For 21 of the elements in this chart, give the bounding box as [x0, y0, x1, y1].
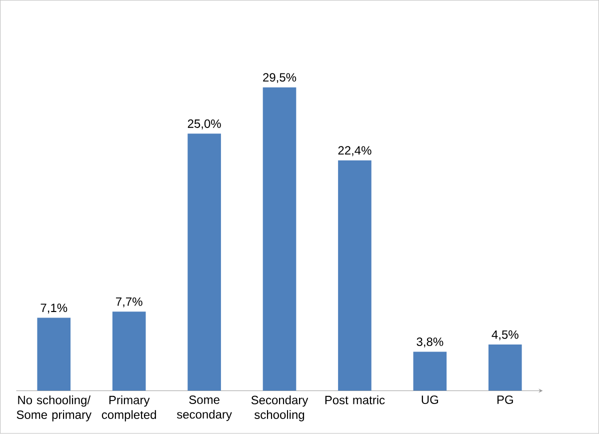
x-tick-label: UG — [422, 396, 438, 404]
x-tick-label: PG — [497, 396, 513, 404]
data-label: 29,5% — [263, 73, 296, 84]
bar — [413, 352, 447, 391]
data-label: 3,8% — [416, 338, 444, 348]
bar — [338, 160, 372, 391]
data-label: 25,0% — [188, 120, 221, 130]
x-tick-label: Primary completed — [102, 396, 156, 422]
bar — [37, 318, 71, 391]
bar — [262, 87, 296, 391]
bar — [488, 344, 522, 391]
data-label: 7,1% — [40, 304, 68, 314]
data-label: 4,5% — [492, 330, 518, 340]
data-label: 7,7% — [116, 298, 142, 308]
x-tick-label: No schooling/ Some primary — [16, 396, 92, 422]
bar — [188, 134, 221, 391]
x-tick-label: Post matric — [325, 396, 385, 404]
bar — [112, 312, 146, 391]
x-tick-label: Some secondary — [176, 396, 232, 422]
data-label: 22,4% — [338, 146, 372, 156]
x-tick-label: Secondary schooling — [251, 396, 308, 422]
